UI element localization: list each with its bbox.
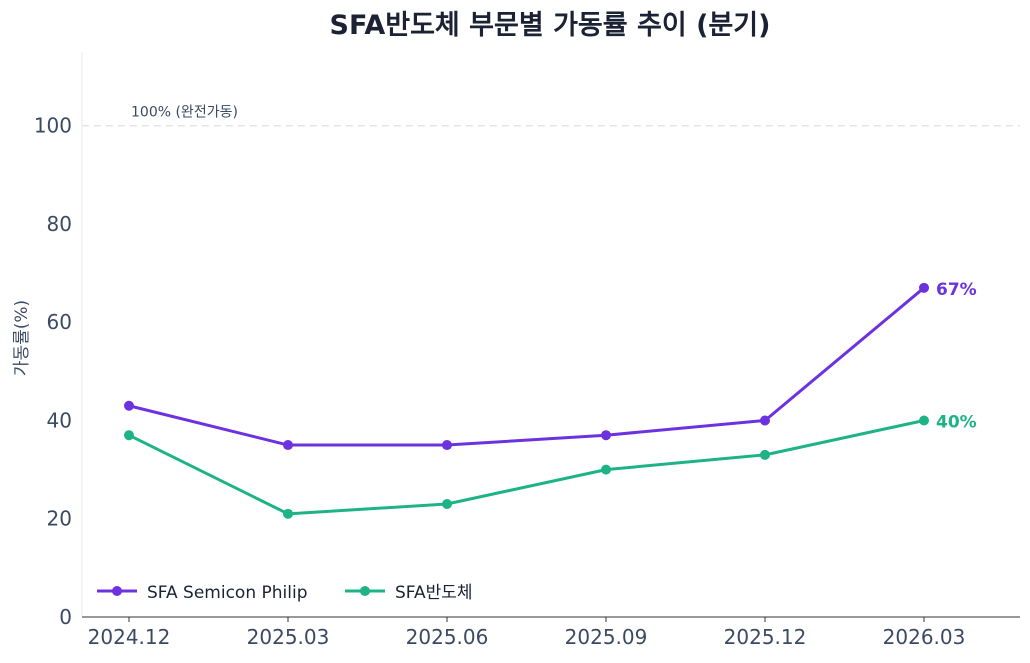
x-tick-label: 2025.06 [406, 625, 489, 649]
labels-group: 67% 40% [936, 280, 977, 433]
data-point [442, 440, 452, 451]
y-tick-label: 60 [47, 310, 72, 334]
end-value-label: 67% [936, 280, 977, 300]
legend-swatch-marker [112, 586, 122, 596]
series-line [127, 418, 926, 516]
data-point [124, 430, 134, 441]
data-point [919, 282, 929, 293]
y-tick-label: 20 [47, 507, 72, 531]
x-tick-label: 2026.03 [883, 625, 966, 649]
data-point [442, 499, 452, 509]
data-point [283, 440, 293, 451]
data-point [601, 430, 611, 441]
series-line [127, 286, 926, 447]
y-tick-label: 0 [59, 605, 72, 629]
chart-title: SFA반도체 부문별 가동률 추이 (분기) [330, 10, 771, 41]
x-tick-label: 2025.09 [565, 625, 648, 649]
end-value-label: 40% [936, 412, 977, 432]
reference-line-label: 100% (완전가동) [131, 105, 238, 121]
y-axis-label: 가동률(%) [12, 300, 32, 376]
y-tick-label: 40 [47, 408, 72, 432]
legend-label: SFA반도체 [395, 583, 473, 603]
y-tick-label: 100 [34, 114, 72, 138]
y-tick-label: 80 [47, 212, 72, 236]
data-point [919, 415, 929, 426]
data-point [601, 464, 611, 475]
x-tick-label: 2025.12 [724, 625, 807, 649]
data-point [760, 415, 770, 426]
legend: SFA Semicon Philip SFA반도체 [97, 583, 473, 603]
x-tick-label: 2025.03 [247, 625, 330, 649]
data-point [124, 400, 134, 411]
data-point [283, 508, 293, 519]
reference-line-group: 100% (완전가동) [82, 105, 1020, 127]
x-tick-label: 2024.12 [88, 625, 171, 649]
legend-label: SFA Semicon Philip [147, 583, 308, 603]
series-group [124, 282, 929, 519]
data-point [760, 449, 770, 460]
axes-group: 0 20 40 60 80 100 2024.12 2025.03 2025.06 2025.09… [34, 52, 1020, 649]
legend-swatch-marker [360, 586, 370, 596]
